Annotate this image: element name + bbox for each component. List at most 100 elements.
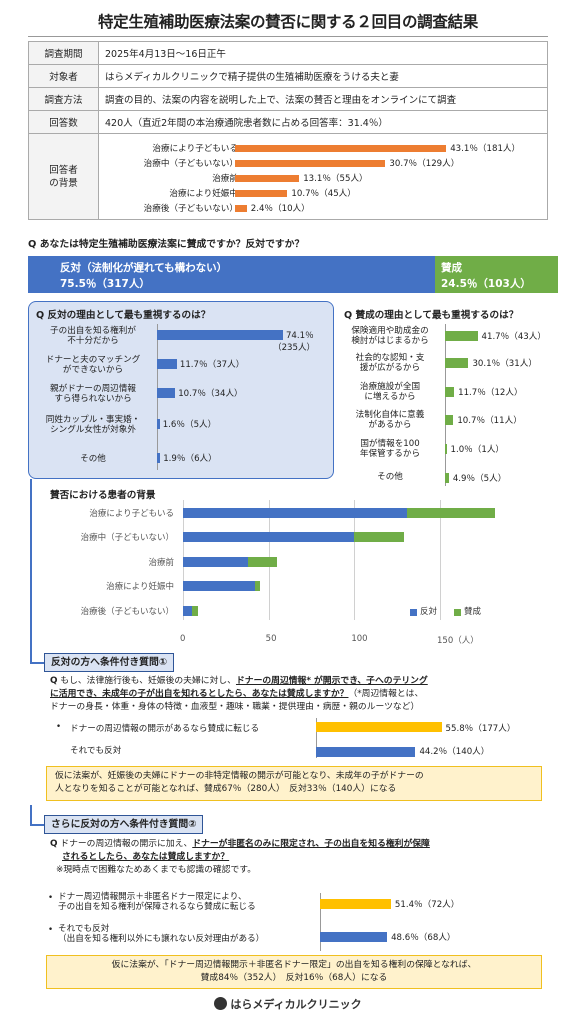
- background-chart-cell: [98, 133, 548, 220]
- bar: [320, 899, 391, 909]
- stacked-bar-segment: [191, 606, 199, 616]
- stacked-bar-segment: [183, 606, 192, 616]
- oppose-reasons-panel: [28, 301, 334, 479]
- q-note: （*周辺情報とは、: [348, 689, 424, 699]
- stacked-bar-segment: [183, 557, 249, 567]
- period-label: 調査期間: [28, 41, 99, 65]
- bar: [445, 415, 454, 425]
- method-label: 調査方法: [28, 87, 99, 111]
- legend-label: 反対: [420, 607, 438, 617]
- gridline: [183, 500, 184, 620]
- gridline: [354, 500, 356, 620]
- legend-swatch: [410, 609, 417, 616]
- title-divider: [28, 36, 548, 37]
- data-label: 11.7％（12人）: [458, 388, 523, 398]
- q-text: もし、法律施行後も、妊娠後の夫婦に対し、: [60, 676, 236, 686]
- data-label: 1.0％（1人）: [450, 445, 505, 455]
- connector-line: [30, 805, 32, 825]
- data-label: 30.1％（31人）: [472, 359, 537, 369]
- oppose-overall-bar: 反対（法制化が遅れても構わない） 75.5％（317人）: [28, 256, 435, 293]
- table-row: 調査方法 調査の目的、法案の内容を説明した上で、法案の賛否と理由をオンラインにて…: [28, 87, 548, 111]
- data-label: 55.8％（177人）: [445, 724, 516, 734]
- subject-label: 対象者: [28, 64, 99, 88]
- summary-line: 仮に法案が、妊娠後の夫婦にドナーの非特定情報の開示が可能となり、未成年の子がドナ…: [55, 771, 424, 781]
- q-note-detail: ドナーの身長・体重・身体の特徴・血液型・趣味・職業・提供理由・病歴・親のルーツな…: [50, 702, 420, 712]
- method-value: 調査の目的、法案の内容を説明した上で、法案の賛否と理由をオンラインにて調査: [98, 87, 548, 111]
- stacked-bar-segment: [254, 581, 261, 591]
- x-tick-label: 150（人）: [437, 636, 479, 646]
- y-tick-label: 治療により妊娠中: [106, 582, 174, 592]
- summary-line: 仮に法案が、「ドナー周辺情報開示＋非匿名ドナー限定」の出自を知る権利の保障となれ…: [111, 960, 477, 970]
- axis-line: [316, 718, 317, 758]
- q-underline-2: されるとしたら、あなたは賛成しますか？: [62, 852, 230, 862]
- bar-category-label: その他: [377, 472, 403, 482]
- oppose-overall-value: 75.5％（317人）: [60, 278, 150, 290]
- bar-category-label: 保険適用や助成金の 検討がはじまるから: [351, 326, 429, 346]
- bullet: •: [48, 925, 54, 935]
- conditional-question-1-text: Q もし、法律施行後も、妊娠後の夫婦に対し、ドナーの周辺情報* が開示でき、子へ…: [50, 675, 550, 714]
- stacked-bar-segment: [183, 508, 408, 518]
- option-label: それでも反対 （出自を知る権利以外にも譲れない反対理由がある）: [58, 924, 265, 944]
- q-prefix: Q: [50, 839, 58, 849]
- legend-swatch: [454, 609, 461, 616]
- bar-category-label: 国が情報を100 年保管するから: [359, 439, 421, 459]
- stacked-bar-segment: [248, 557, 278, 567]
- bar: [320, 932, 388, 942]
- q-prefix: Q: [50, 676, 58, 686]
- connector-line: [30, 479, 32, 663]
- gridline: [440, 500, 441, 620]
- bar: [316, 722, 442, 732]
- summary-line: 賛成84％（352人） 反対16％（68人）になる: [200, 973, 388, 983]
- count-value: 420人（直近2年間の本治療通院患者数に占める回答率：31.4％）: [98, 110, 548, 134]
- data-label: 41.7％（43人）: [481, 332, 546, 342]
- clinic-logo: はらメディカルクリニック: [0, 996, 576, 1012]
- support-overall-label: 賛成: [441, 262, 462, 274]
- stacked-bar-segment: [407, 508, 495, 518]
- table-row: 回答者 の背景: [28, 133, 548, 220]
- table-row: 対象者 はらメディカルクリニックで精子提供の生殖補助医療をうける夫と妻: [28, 64, 548, 88]
- y-tick-label: 治療により子どもいる: [89, 509, 174, 519]
- bar: [445, 473, 449, 483]
- x-tick-label: 50: [265, 634, 277, 644]
- survey-info-table: 調査期間 2025年4月13日～16日正午 対象者 はらメディカルクリニックで精…: [28, 41, 548, 220]
- bar: [445, 358, 469, 368]
- count-label: 回答数: [28, 110, 99, 134]
- bullet: •: [56, 722, 62, 732]
- oppose-reasons-title: Q 反対の理由として最も重視するのは？: [36, 310, 211, 321]
- q-underline-2: に活用でき、未成年の子が出自を知れるとしたら、あなたは賛成しますか？: [50, 689, 349, 699]
- gridline: [268, 500, 270, 620]
- data-label: 51.4％（72人）: [394, 900, 460, 910]
- bar-category-label: 法制化自体に意義 があるから: [355, 410, 425, 430]
- conditional-question-2-summary: 仮に法案が、「ドナー周辺情報開示＋非匿名ドナー限定」の出自を知る権利の保障となれ…: [46, 955, 542, 989]
- stacked-bar-segment: [354, 532, 404, 542]
- axis-line: [445, 324, 446, 486]
- table-row: 調査期間 2025年4月13日～16日正午: [28, 41, 548, 65]
- q-note: ※現時点で困難なためあくまでも認識の確認です。: [56, 865, 257, 875]
- x-tick-label: 100: [351, 634, 368, 644]
- support-reasons-title: Q 賛成の理由として最も重視するのは？: [344, 310, 519, 321]
- axis-line: [320, 893, 321, 951]
- option-label: ドナー周辺情報開示＋非匿名ドナー限定により、 子の出自を知る権利が保障されるなら…: [58, 892, 256, 912]
- logo-icon: [214, 997, 228, 1010]
- conditional-question-2-text: Q ドナーの周辺情報の開示に加え、ドナーが非匿名のみに限定され、子の出自を知る権…: [50, 838, 550, 877]
- conditional-question-2-tag: さらに反対の方へ条件付き質問②: [44, 815, 204, 834]
- x-tick-label: 0: [180, 634, 186, 644]
- bullet: •: [48, 893, 54, 903]
- patient-background-title: 賛否における患者の背景: [50, 490, 156, 501]
- connector-line: [30, 662, 44, 664]
- option-label: ドナーの周辺情報の開示があるなら賛成に転じる: [70, 724, 260, 734]
- data-label: 44.2％（140人）: [419, 747, 490, 757]
- oppose-overall-label: 反対（法制化が遅れても構わない）: [60, 262, 228, 274]
- bar: [445, 444, 447, 454]
- y-tick-label: 治療中（子どもいない）: [80, 533, 174, 543]
- data-label: 10.7％（11人）: [457, 416, 522, 426]
- support-overall-bar: 賛成 24.5％（103人）: [435, 256, 558, 293]
- data-label: 4.9％（5人）: [452, 474, 507, 484]
- q-underline-1: ドナーの周辺情報* が開示でき、子へのテリング: [235, 676, 428, 686]
- option-label: それでも反対: [70, 746, 122, 756]
- bar-category-label: 治療施設が全国 に増えるから: [359, 382, 421, 402]
- subject-value: はらメディカルクリニックで精子提供の生殖補助医療をうける夫と妻: [98, 64, 548, 88]
- bar: [316, 747, 416, 757]
- q-underline-1: ドナーが非匿名のみに限定され、子の出自を知る権利が保障: [192, 839, 430, 849]
- support-overall-value: 24.5％（103人）: [441, 278, 531, 290]
